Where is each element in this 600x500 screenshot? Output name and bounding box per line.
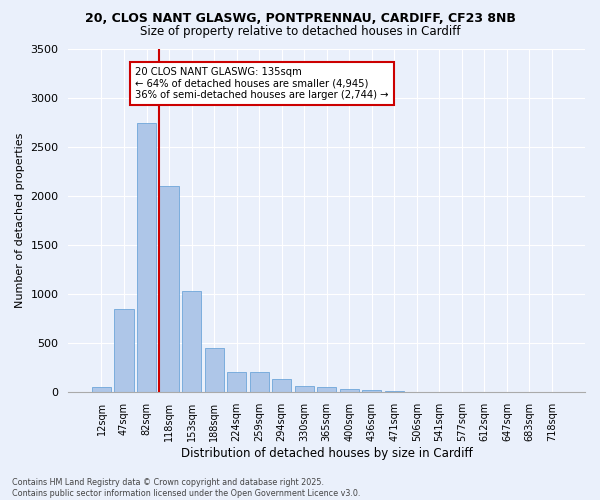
Bar (182, 291, 201, 392)
Bar (272, 380, 291, 392)
Text: Size of property relative to detached houses in Cardiff: Size of property relative to detached ho… (140, 25, 460, 38)
Text: 20 CLOS NANT GLASWG: 135sqm
← 64% of detached houses are smaller (4,945)
36% of : 20 CLOS NANT GLASWG: 135sqm ← 64% of det… (135, 66, 389, 100)
Bar (205, 348, 224, 392)
Bar (160, 186, 179, 392)
Text: 20, CLOS NANT GLASWG, PONTPRENNAU, CARDIFF, CF23 8NB: 20, CLOS NANT GLASWG, PONTPRENNAU, CARDI… (85, 12, 515, 26)
Bar (362, 390, 382, 392)
Bar (137, 122, 156, 392)
Bar (250, 372, 269, 392)
Bar (340, 389, 359, 392)
Text: Contains HM Land Registry data © Crown copyright and database right 2025.
Contai: Contains HM Land Registry data © Crown c… (12, 478, 361, 498)
Bar (295, 386, 314, 392)
Bar (115, 309, 134, 392)
Bar (385, 391, 404, 392)
Bar (227, 372, 246, 392)
X-axis label: Distribution of detached houses by size in Cardiff: Distribution of detached houses by size … (181, 447, 473, 460)
Bar (92, 387, 111, 392)
Bar (317, 388, 336, 392)
Y-axis label: Number of detached properties: Number of detached properties (15, 133, 25, 308)
